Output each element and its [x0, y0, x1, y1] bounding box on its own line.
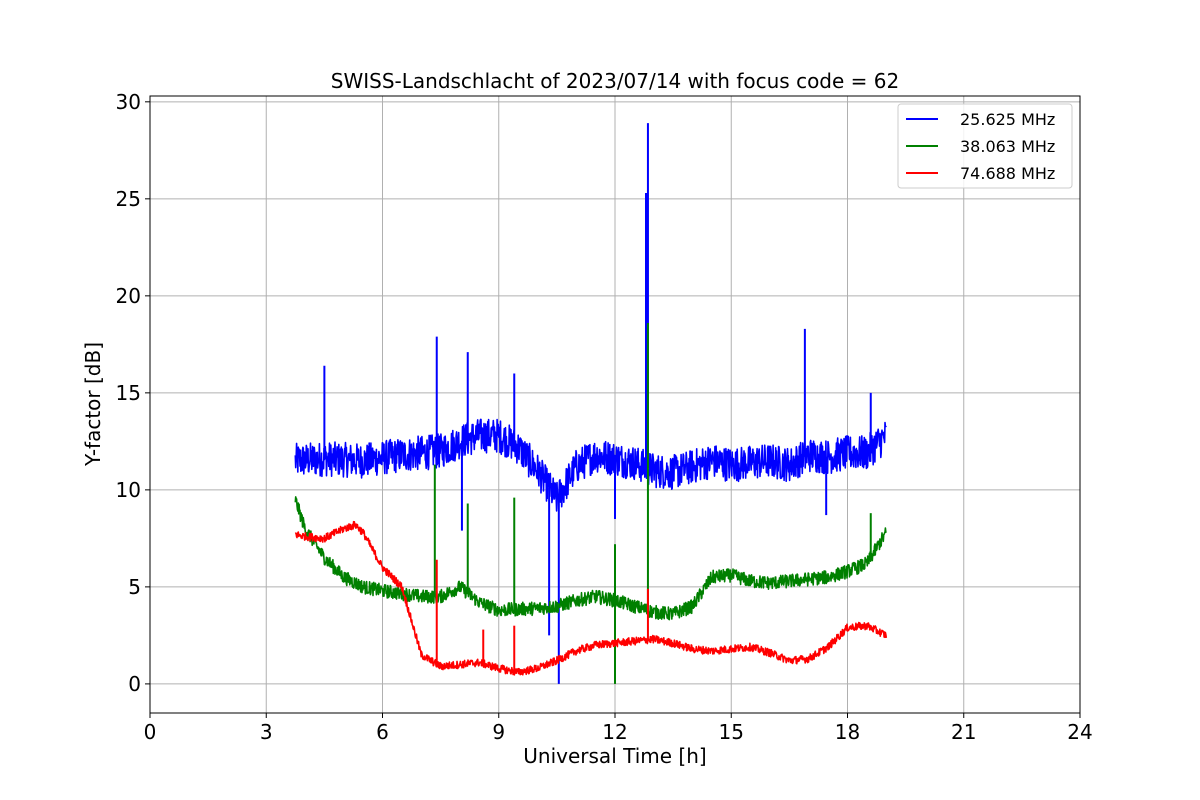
- x-tick-label: 0: [144, 720, 157, 744]
- x-tick-label: 21: [951, 720, 976, 744]
- legend-label: 25.625 MHz: [960, 110, 1055, 129]
- series-line-1: [294, 418, 887, 512]
- series-line-2: [294, 496, 887, 621]
- x-axis-label: Universal Time [h]: [523, 744, 706, 768]
- y-axis-label: Y-factor [dB]: [81, 342, 105, 467]
- legend: 25.625 MHz 38.063 MHz 74.688 MHz: [897, 103, 1073, 189]
- legend-label: 38.063 MHz: [960, 137, 1055, 156]
- y-tick-label: 25: [116, 187, 141, 211]
- x-tick-label: 12: [602, 720, 627, 744]
- x-tick-label: 9: [492, 720, 505, 744]
- x-tick-label: 3: [260, 720, 273, 744]
- y-tick-label: 10: [116, 478, 141, 502]
- legend-box: [897, 103, 1073, 189]
- y-tick-label: 20: [116, 284, 141, 308]
- y-tick-label: 30: [116, 90, 141, 114]
- axis-ticks: 0 3 6 9 12 15 18 21 24 0 5 10 15 20 25 30: [116, 90, 1093, 744]
- y-tick-label: 5: [128, 575, 141, 599]
- x-tick-label: 15: [719, 720, 744, 744]
- x-tick-label: 6: [376, 720, 389, 744]
- x-tick-label: 24: [1067, 720, 1092, 744]
- legend-label: 74.688 MHz: [960, 164, 1055, 183]
- plot-series: [294, 123, 888, 684]
- y-tick-label: 0: [128, 672, 141, 696]
- series-line-3: [294, 520, 888, 676]
- y-tick-label: 15: [116, 381, 141, 405]
- chart-title: SWISS-Landschlacht of 2023/07/14 with fo…: [331, 69, 899, 93]
- x-tick-label: 18: [835, 720, 860, 744]
